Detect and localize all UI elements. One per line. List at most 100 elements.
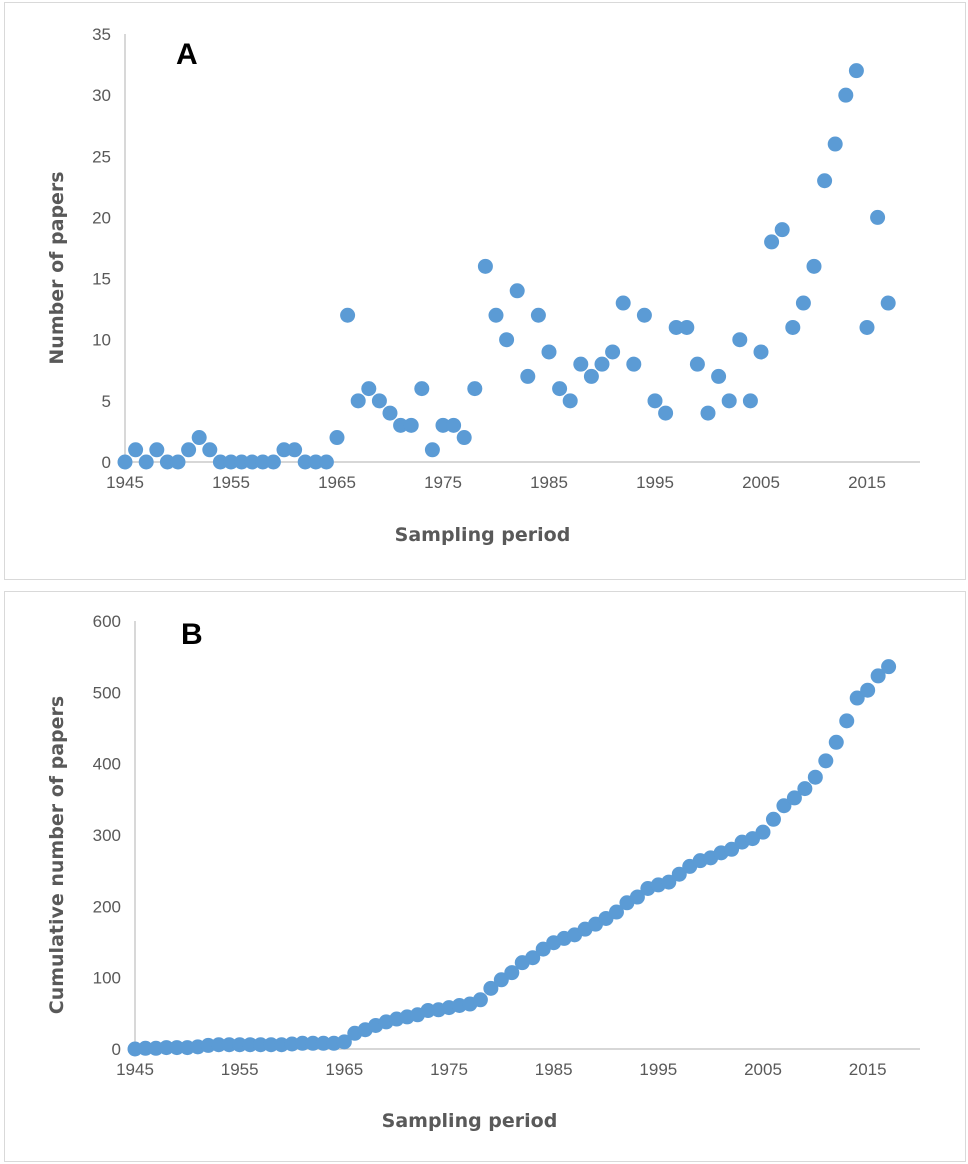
data-point-a xyxy=(552,381,568,397)
data-point-a xyxy=(647,393,663,409)
data-point-b xyxy=(525,950,541,966)
data-point-a xyxy=(530,307,546,323)
data-point-a xyxy=(170,454,186,470)
x-tick-label-a: 1965 xyxy=(318,473,356,492)
data-point-a xyxy=(350,393,366,409)
data-point-a xyxy=(191,430,207,446)
data-point-a xyxy=(721,393,737,409)
x-tick-label-a: 1985 xyxy=(530,473,568,492)
data-point-b xyxy=(765,811,781,827)
data-point-a xyxy=(488,307,504,323)
data-point-a xyxy=(477,258,493,274)
x-tick-label-b: 2005 xyxy=(744,1060,782,1079)
data-point-b xyxy=(881,659,897,675)
data-point-a xyxy=(128,442,144,458)
data-point-b xyxy=(169,1040,185,1056)
data-point-b xyxy=(755,824,771,840)
x-tick-label-b: 1995 xyxy=(639,1060,677,1079)
data-point-a xyxy=(838,87,854,103)
data-point-a xyxy=(689,356,705,372)
data-point-a xyxy=(753,344,769,360)
data-point-b xyxy=(724,841,740,857)
x-tick-label-b: 1965 xyxy=(325,1060,363,1079)
y-tick-label-a: 5 xyxy=(102,392,111,411)
panel-label-b: B xyxy=(181,618,203,651)
x-tick-label-b: 2015 xyxy=(849,1060,887,1079)
data-point-b xyxy=(807,769,823,785)
data-point-a xyxy=(276,442,292,458)
x-tick-label-b: 1945 xyxy=(116,1060,154,1079)
data-point-b xyxy=(263,1037,279,1053)
x-axis-title-b: Sampling period xyxy=(382,1110,558,1132)
data-point-b xyxy=(493,972,509,988)
y-tick-label-a: 0 xyxy=(102,453,111,472)
data-point-a xyxy=(827,136,843,152)
scatter-chart-a: 0 5 10 15 20 25 30 35 1945 1955 1965 1975 1985 1995 20… xyxy=(46,25,920,546)
data-point-a xyxy=(382,405,398,421)
data-point-a xyxy=(223,454,239,470)
y-tick-label-b: 300 xyxy=(93,826,121,845)
data-point-b xyxy=(211,1037,227,1053)
data-point-b xyxy=(232,1037,248,1053)
data-point-a xyxy=(255,454,271,470)
data-point-a xyxy=(520,368,536,384)
data-point-a xyxy=(318,454,334,470)
data-point-a xyxy=(371,393,387,409)
data-point-a xyxy=(181,442,197,458)
data-point-a xyxy=(234,454,250,470)
data-point-a xyxy=(742,393,758,409)
data-point-a xyxy=(509,283,525,299)
data-point-a xyxy=(138,454,154,470)
data-point-a xyxy=(499,332,515,348)
scatter-chart-b: 0 100 200 300 400 500 600 1945 1955 1965 1975 1985 1… xyxy=(46,612,920,1132)
x-tick-label-a: 1975 xyxy=(424,473,462,492)
data-point-a xyxy=(636,307,652,323)
data-point-a xyxy=(880,295,896,311)
y-tick-label-a: 25 xyxy=(92,147,111,166)
data-point-b xyxy=(860,682,876,698)
chart-panel-b: 0 100 200 300 400 500 600 1945 1955 1965 1975 1985 1… xyxy=(4,591,966,1162)
data-point-b xyxy=(786,790,802,806)
data-point-b xyxy=(472,992,488,1008)
chart-panel-a: 0 5 10 15 20 25 30 35 1945 1955 1965 1975 1985 1995 20… xyxy=(4,2,966,580)
data-point-a xyxy=(626,356,642,372)
data-point-b xyxy=(839,713,855,729)
data-point-a xyxy=(806,258,822,274)
x-tick-label-b: 1975 xyxy=(430,1060,468,1079)
data-point-b xyxy=(158,1040,174,1056)
data-point-a xyxy=(732,332,748,348)
data-point-a xyxy=(774,222,790,238)
data-point-a xyxy=(456,430,472,446)
data-point-a xyxy=(848,63,864,79)
data-point-a xyxy=(764,234,780,250)
x-tick-label-a: 1955 xyxy=(212,473,250,492)
data-point-a xyxy=(149,442,165,458)
y-tick-label-b: 100 xyxy=(93,969,121,988)
x-tick-label-a: 2015 xyxy=(848,473,886,492)
y-tick-label-a: 30 xyxy=(92,86,111,105)
data-point-a xyxy=(212,454,228,470)
data-point-a xyxy=(467,381,483,397)
data-point-b xyxy=(608,904,624,920)
x-axis-title-a: Sampling period xyxy=(395,524,571,546)
data-point-b xyxy=(305,1035,321,1051)
data-point-b xyxy=(137,1040,153,1056)
x-tick-label-a: 1945 xyxy=(106,473,144,492)
data-point-a xyxy=(202,442,218,458)
data-point-a xyxy=(117,454,133,470)
data-point-a xyxy=(605,344,621,360)
y-tick-label-b: 400 xyxy=(93,755,121,774)
data-point-a xyxy=(244,454,260,470)
data-point-b xyxy=(336,1034,352,1050)
data-point-a xyxy=(859,319,875,335)
y-tick-label-a: 20 xyxy=(92,208,111,227)
y-tick-label-a: 15 xyxy=(92,270,111,289)
x-tick-label-b: 1985 xyxy=(535,1060,573,1079)
x-tick-label-a: 2005 xyxy=(742,473,780,492)
data-point-a xyxy=(615,295,631,311)
data-point-a xyxy=(658,405,674,421)
data-point-a xyxy=(446,417,462,433)
data-point-b xyxy=(315,1035,331,1051)
data-point-b xyxy=(294,1035,310,1051)
data-point-a xyxy=(541,344,557,360)
